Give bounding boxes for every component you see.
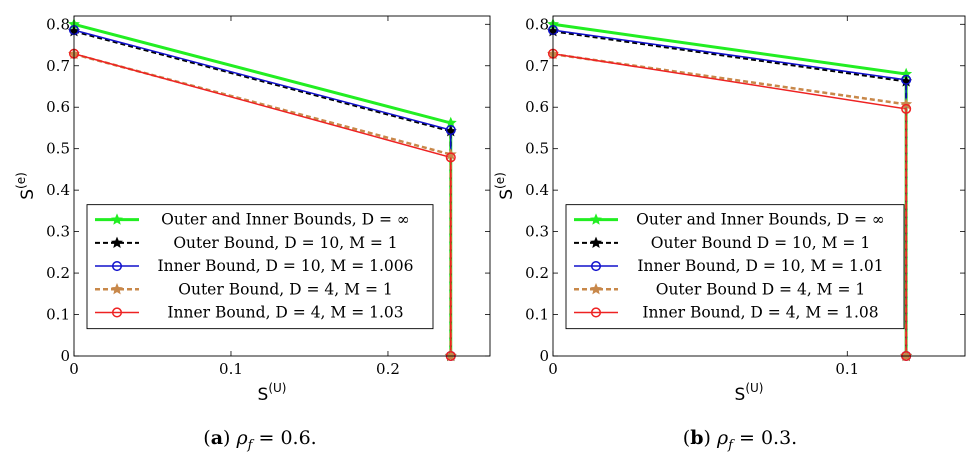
legend-entry-label: Inner Bound, D = 10, M = 1.006	[158, 257, 414, 275]
y-tick-label: 0.1	[525, 306, 549, 324]
y-tick-label: 0.5	[46, 140, 70, 158]
x-axis-label-sup: (U)	[745, 381, 763, 395]
plot-frame	[73, 15, 491, 357]
y-tick-label: 0.2	[46, 264, 70, 282]
caption-part: f	[247, 438, 255, 453]
legend-entry-label: Outer Bound, D = 10, M = 1	[173, 234, 397, 252]
y-axis-label-main: S	[497, 189, 517, 200]
y-tick-label: 0.2	[525, 264, 549, 282]
caption-part: ρ	[235, 427, 248, 449]
x-tick-label: 0.2	[376, 360, 400, 378]
caption-part: )	[223, 427, 236, 449]
legend-entry-label: Inner Bound, D = 10, M = 1.01	[637, 257, 883, 275]
legend-swatch-marker	[590, 307, 602, 318]
legend-entry-label: Outer and Inner Bounds, D = ∞	[161, 211, 410, 229]
caption: (a) ρf = 0.6.	[203, 427, 316, 453]
legend-swatch-marker	[590, 261, 602, 272]
y-tick-label: 0.1	[46, 306, 70, 324]
legend-entry-label: Outer Bound, D = 4, M = 1	[178, 280, 392, 298]
caption-part: a	[211, 427, 223, 449]
y-tick-label: 0.3	[525, 223, 549, 241]
y-tick-label: 0	[539, 347, 549, 365]
caption-part: )	[704, 427, 717, 449]
y-tick-label: 0.5	[525, 140, 549, 158]
x-tick-label: 0.1	[835, 360, 859, 378]
x-axis-label: S(U)	[735, 381, 764, 405]
legend-swatch-marker	[111, 213, 123, 225]
caption: (b) ρf = 0.3.	[683, 427, 797, 453]
series-3-point	[445, 124, 456, 136]
legend: Outer and Inner Bounds, D = ∞ Outer Bound…	[86, 204, 434, 330]
legend-swatch-marker	[590, 213, 602, 225]
y-axis-label-sup: (e)	[493, 172, 507, 189]
series-4-point	[900, 98, 913, 110]
y-tick-label: 0.4	[525, 181, 549, 199]
legend-entry-label: Outer Bound D = 4, M = 1	[656, 280, 866, 298]
x-axis-label-main: S	[735, 385, 746, 405]
y-tick-label: 0.3	[46, 223, 70, 241]
y-tick-label: 0.8	[525, 15, 549, 33]
legend-entry-label: Inner Bound, D = 4, M = 1.08	[642, 303, 878, 321]
legend-swatch-marker	[590, 282, 602, 295]
y-tick-label: 0.6	[46, 98, 70, 116]
legend-swatch-marker	[111, 282, 123, 295]
caption-part: ρ	[716, 427, 729, 449]
y-tick-label: 0.8	[46, 15, 70, 33]
legend-box	[86, 204, 434, 330]
x-axis-label: S(U)	[258, 381, 287, 405]
x-axis-label-sup: (U)	[268, 381, 286, 395]
legend-swatch-marker	[111, 236, 123, 248]
legend-entry-label: Inner Bound, D = 4, M = 1.03	[167, 303, 403, 321]
y-axis-label: S(e)	[493, 172, 517, 200]
caption-part: =	[252, 427, 280, 449]
series-line-5	[73, 53, 452, 356]
legend: Outer and Inner Bounds, D = ∞ Outer Bound…	[565, 204, 905, 330]
y-axis-label: S(e)	[14, 172, 38, 200]
y-axis-label-main: S	[18, 189, 38, 200]
legend-swatch-marker	[590, 236, 602, 248]
legend-entry-label: Outer Bound D = 10, M = 1	[651, 234, 870, 252]
series-5-point	[445, 152, 456, 163]
x-tick-label: 0.1	[219, 360, 243, 378]
y-tick-label: 0.6	[525, 98, 549, 116]
caption-part: 0.6.	[280, 427, 316, 449]
caption-part: (	[683, 427, 690, 449]
y-tick-label: 0	[60, 347, 70, 365]
series-4-point	[444, 148, 457, 160]
chart-panel-b: 00.10.20.30.40.50.60.70.80 0.1S(U)S(e)Out…	[493, 15, 966, 453]
x-tick-label: 0	[69, 360, 79, 378]
legend-swatch-marker	[111, 307, 123, 318]
y-tick-label: 0.7	[46, 57, 70, 75]
series-5-point	[901, 103, 912, 114]
chart-panel-a: 00.10.20.30.40.50.60.70.80 0.1 0.2S(U)S(e)…	[14, 15, 491, 453]
caption-part: =	[733, 427, 761, 449]
legend-swatch-marker	[111, 261, 123, 272]
caption-part: b	[690, 427, 703, 449]
caption-part: (	[203, 427, 210, 449]
caption-part: f	[727, 438, 735, 453]
y-tick-label: 0.7	[525, 57, 549, 75]
series-3-point	[901, 74, 912, 85]
y-axis-label-sup: (e)	[14, 172, 28, 189]
x-axis-label-main: S	[258, 385, 269, 405]
x-tick-label: 0	[548, 360, 558, 378]
legend-box	[565, 204, 905, 330]
caption-part: 0.3.	[761, 427, 797, 449]
y-tick-label: 0.4	[46, 181, 70, 199]
plot-frame	[552, 15, 966, 357]
legend-entry-label: Outer and Inner Bounds, D = ∞	[636, 211, 885, 229]
series-line-5	[552, 52, 907, 356]
